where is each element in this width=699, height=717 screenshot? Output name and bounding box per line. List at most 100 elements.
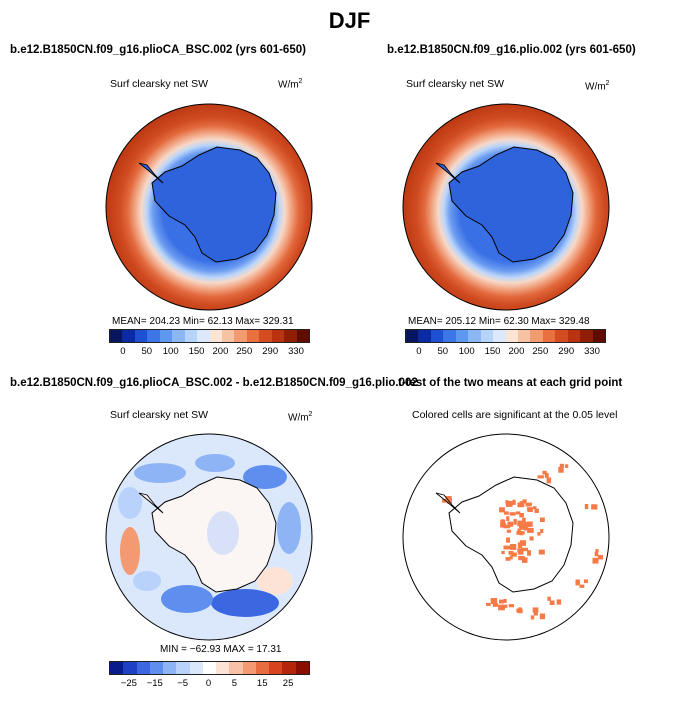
colorbar-swatch [229,662,243,674]
colorbar-swatch [202,662,217,674]
significant-cell [539,613,546,620]
colorbar-swatch [136,662,150,674]
significant-cell [527,550,531,556]
significant-cell [509,555,513,560]
colorbar-swatch [567,330,581,342]
colorbar-swatch [134,330,148,342]
colorbar-tick-label: 200 [508,346,525,357]
significant-cell [525,503,531,507]
panel1-title: b.e12.B1850CN.f09_g16.plioCA_BSC.002 (yr… [10,44,306,56]
colorbar-swatch [455,330,469,342]
significant-cell [529,536,534,541]
significant-cell [518,531,525,535]
significant-cell [445,496,452,500]
colorbar-swatch [110,330,123,342]
colorbar-tick-label: 15 [256,678,268,689]
significant-cell [575,579,580,586]
colorbar-tick-label: 0 [205,678,212,689]
colorbar-swatch [592,330,605,342]
colorbar-swatch [468,330,481,342]
colorbar-tick-label: 290 [262,346,279,357]
significant-cell [597,554,603,560]
significant-cell [522,499,527,504]
panel4-title: t-test of the two means at each grid poi… [398,377,623,389]
colorbar-swatch [517,330,531,342]
colorbar-swatch [246,330,260,342]
significant-cell [518,607,522,612]
colorbar-swatch [163,662,177,674]
colorbar-swatch [580,330,593,342]
colorbar-swatch [123,662,137,674]
significant-cell [513,519,517,525]
colorbar-swatch [176,662,190,674]
significant-cells [442,463,603,620]
colorbar-swatch [430,330,444,342]
panel3-title: b.e12.B1850CN.f09_g16.plioCA_BSC.002 - b… [10,377,418,389]
panel3-units: W/m2 [288,411,313,424]
significant-cell [518,550,524,555]
colorbar-swatch [159,330,173,342]
significant-cell [527,507,533,511]
significant-cell [518,556,525,561]
colorbar-swatch [480,330,494,342]
significant-cell [503,545,511,550]
significant-cell [592,557,599,564]
significant-cell [559,463,565,468]
significant-cell [503,599,507,603]
significant-cell [490,598,498,604]
significant-cell [540,528,544,534]
significant-cell [520,524,527,530]
significant-cell [556,599,562,605]
colorbar-swatch [284,330,297,342]
colorbar-swatch [147,330,160,342]
colorbar-tick-label: 250 [236,346,253,357]
significant-cell [583,579,588,584]
colorbar-swatch [216,662,230,674]
panel3-colorbar-ticks: −25 −15 −5 0 5 15 25 [109,678,308,690]
colorbar-tick-label: 200 [212,346,229,357]
significant-cell [505,501,513,507]
significant-cell [506,537,510,543]
colorbar-tick-label: 330 [288,346,304,357]
significant-cell [504,511,509,515]
significant-cell [511,552,517,557]
colorbar-swatch [443,330,456,342]
significant-cell [508,604,514,608]
significant-cell [517,520,523,527]
colorbar-tick-label: 100 [458,346,475,357]
colorbar-swatch [242,662,256,674]
colorbar-tick-label: 150 [484,346,501,357]
colorbar-tick-label: 150 [188,346,205,357]
significant-cell [505,557,511,561]
panel4-map [402,433,610,641]
significant-cell [595,549,599,553]
significant-cell [447,498,452,504]
colorbar-swatch [259,330,272,342]
panel3-colorbar [109,661,310,675]
colorbar-tick-label: 100 [162,346,179,357]
colorbar-tick-label: −5 [177,678,189,689]
colorbar-tick-label: 290 [558,346,575,357]
significant-cell [522,557,528,563]
panel1-colorbar-ticks: 0 50 100 150 200 250 290 330 [109,346,308,358]
colorbar-tick-label: 5 [231,678,238,689]
colorbar-tick-label: 50 [141,346,153,357]
significant-cell [492,603,499,607]
colorbar-swatch [149,662,164,674]
significant-cell [540,517,545,522]
significant-cell [544,472,549,478]
colorbar-tick-label: 250 [532,346,549,357]
panel2-colorbar [405,329,606,343]
colorbar-swatch [172,330,185,342]
colorbar-tick-label: −25 [120,678,137,689]
significant-cell [546,477,552,484]
colorbar-swatch [542,330,556,342]
panel1-subtitle: Surf clearsky net SW [110,78,209,90]
colorbar-swatch [530,330,543,342]
panel2-units: W/m2 [585,80,610,93]
significant-cell [519,540,526,546]
significant-cell [532,506,537,510]
significant-cell [530,615,535,620]
significant-cell [508,551,514,555]
significant-cell [538,549,545,555]
